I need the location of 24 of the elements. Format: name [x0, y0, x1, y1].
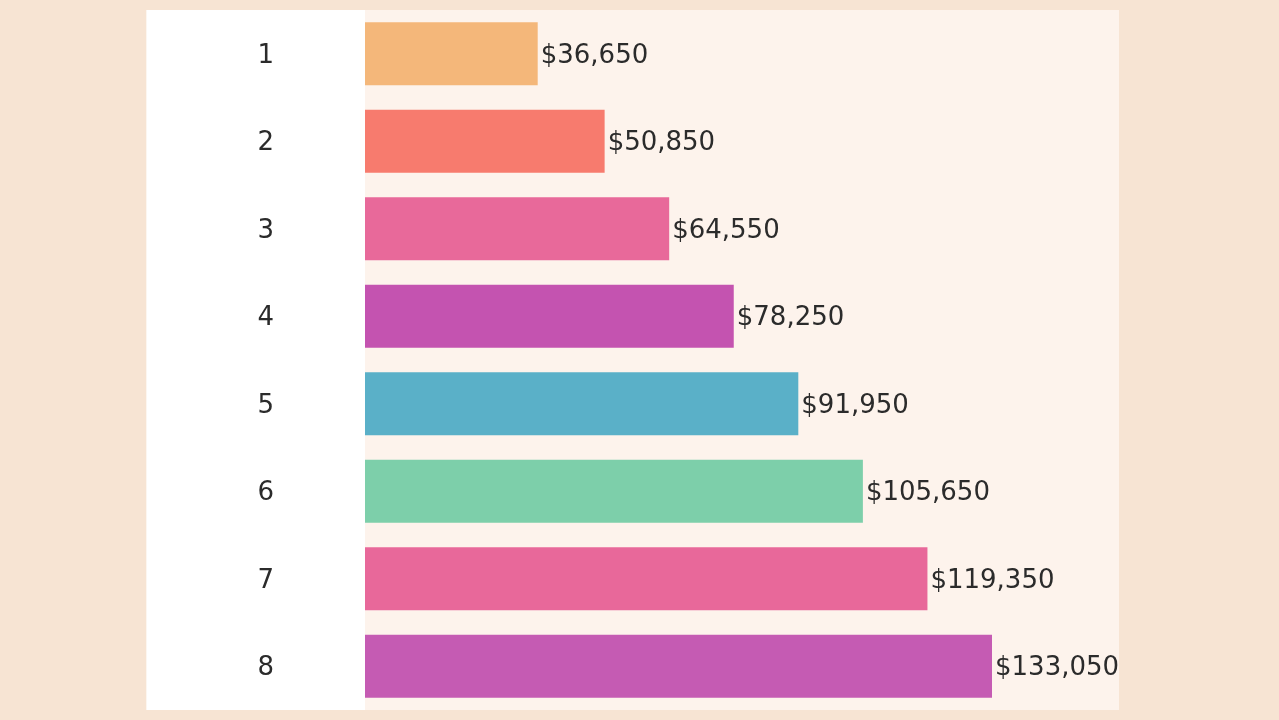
- bar: [365, 109, 605, 173]
- data-label: $64,550: [672, 213, 780, 244]
- y-tick-label: 8: [257, 651, 274, 682]
- y-tick-label: 4: [257, 301, 274, 332]
- bar: [365, 634, 992, 698]
- bar: [365, 197, 670, 261]
- data-label: $91,950: [801, 388, 909, 419]
- data-label: $50,850: [607, 126, 716, 157]
- data-label: $36,650: [540, 38, 649, 69]
- y-tick-label: 5: [257, 388, 274, 419]
- bar: [365, 459, 863, 523]
- y-tick-label: 3: [257, 213, 274, 244]
- data-label: $78,250: [736, 301, 845, 332]
- y-tick-label: 2: [257, 126, 274, 157]
- y-tick-label: 7: [257, 563, 274, 594]
- bar: [365, 547, 928, 611]
- data-label: $105,650: [865, 476, 990, 507]
- bar: [365, 22, 538, 86]
- bar: [365, 284, 734, 348]
- data-label: $133,050: [995, 651, 1120, 682]
- y-tick-label: 6: [257, 476, 274, 507]
- y-tick-label: 1: [257, 38, 274, 69]
- data-label: $119,350: [930, 563, 1055, 594]
- bar: [365, 372, 799, 436]
